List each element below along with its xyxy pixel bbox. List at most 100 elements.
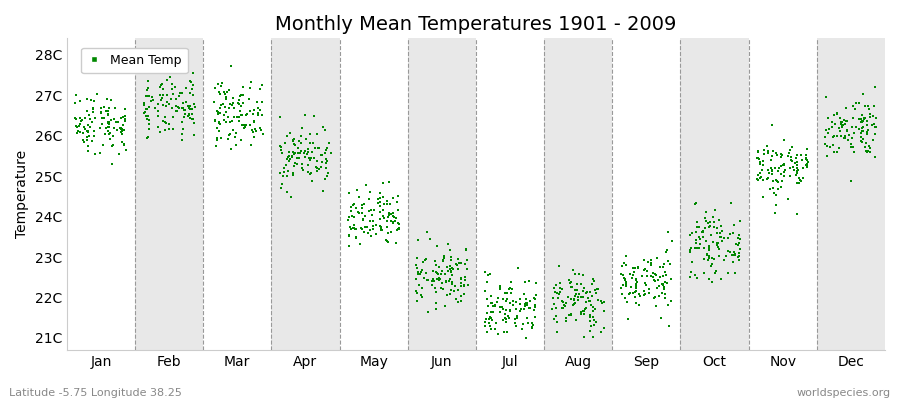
- Mean Temp: [226, 100, 240, 106]
- Mean Temp: [628, 264, 643, 271]
- Mean Temp: [484, 309, 499, 316]
- Mean Temp: [629, 300, 643, 307]
- Mean Temp: [820, 152, 834, 159]
- Mean Temp: [243, 85, 257, 91]
- Mean Temp: [660, 246, 674, 253]
- Mean Temp: [821, 115, 835, 122]
- Mean Temp: [490, 298, 504, 305]
- Mean Temp: [160, 77, 175, 84]
- Mean Temp: [219, 94, 233, 100]
- Mean Temp: [483, 293, 498, 299]
- Mean Temp: [654, 281, 669, 287]
- Mean Temp: [778, 166, 792, 173]
- Mean Temp: [415, 285, 429, 291]
- Mean Temp: [752, 156, 767, 162]
- Mean Temp: [444, 290, 458, 297]
- Mean Temp: [838, 135, 852, 142]
- Mean Temp: [310, 131, 325, 138]
- Mean Temp: [156, 92, 170, 98]
- Mean Temp: [844, 135, 859, 141]
- Mean Temp: [286, 140, 301, 147]
- Mean Temp: [510, 313, 525, 319]
- Mean Temp: [698, 215, 712, 221]
- Mean Temp: [217, 112, 231, 118]
- Mean Temp: [459, 246, 473, 252]
- Mean Temp: [442, 278, 456, 284]
- Mean Temp: [248, 118, 262, 124]
- Mean Temp: [178, 111, 193, 118]
- Mean Temp: [301, 162, 315, 168]
- Mean Temp: [492, 309, 507, 315]
- Mean Temp: [142, 126, 157, 132]
- Mean Temp: [142, 104, 157, 110]
- Mean Temp: [213, 102, 228, 109]
- Mean Temp: [294, 140, 309, 146]
- Mean Temp: [152, 92, 166, 98]
- Mean Temp: [651, 276, 665, 283]
- Mean Temp: [371, 200, 385, 207]
- Mean Temp: [225, 126, 239, 133]
- Mean Temp: [732, 250, 746, 256]
- Mean Temp: [490, 320, 504, 326]
- Mean Temp: [787, 167, 801, 174]
- Mean Temp: [581, 295, 596, 301]
- Mean Temp: [645, 270, 660, 276]
- Mean Temp: [185, 82, 200, 89]
- Mean Temp: [578, 306, 592, 312]
- Mean Temp: [427, 278, 441, 285]
- Mean Temp: [868, 130, 882, 137]
- Mean Temp: [840, 128, 854, 135]
- Mean Temp: [705, 279, 719, 285]
- Mean Temp: [102, 121, 116, 127]
- Mean Temp: [346, 202, 360, 208]
- Mean Temp: [232, 96, 247, 103]
- Mean Temp: [444, 286, 458, 293]
- Mean Temp: [256, 82, 270, 88]
- Mean Temp: [559, 318, 573, 324]
- Mean Temp: [486, 309, 500, 315]
- Mean Temp: [286, 138, 301, 144]
- Bar: [271, 38, 339, 350]
- Mean Temp: [212, 91, 227, 98]
- Mean Temp: [141, 92, 156, 99]
- Mean Temp: [703, 223, 717, 229]
- Mean Temp: [796, 175, 810, 182]
- Mean Temp: [628, 283, 643, 290]
- Mean Temp: [365, 226, 380, 232]
- Mean Temp: [699, 251, 714, 258]
- Mean Temp: [101, 119, 115, 126]
- Mean Temp: [496, 317, 510, 324]
- Mean Temp: [858, 115, 872, 121]
- Mean Temp: [498, 311, 512, 318]
- Mean Temp: [77, 124, 92, 130]
- Mean Temp: [567, 300, 581, 306]
- Mean Temp: [379, 237, 393, 244]
- Mean Temp: [789, 162, 804, 168]
- Mean Temp: [500, 290, 514, 296]
- Mean Temp: [68, 92, 83, 98]
- Mean Temp: [589, 287, 603, 294]
- Mean Temp: [410, 268, 425, 275]
- Mean Temp: [626, 290, 640, 296]
- Mean Temp: [383, 218, 398, 224]
- Mean Temp: [312, 144, 327, 151]
- Mean Temp: [706, 256, 721, 262]
- Mean Temp: [763, 157, 778, 163]
- Mean Temp: [363, 218, 377, 224]
- Mean Temp: [377, 201, 392, 207]
- Mean Temp: [622, 290, 636, 296]
- Mean Temp: [659, 249, 673, 256]
- Mean Temp: [373, 190, 387, 196]
- Mean Temp: [652, 282, 666, 289]
- Mean Temp: [110, 127, 124, 134]
- Mean Temp: [111, 118, 125, 125]
- Mean Temp: [73, 115, 87, 122]
- Mean Temp: [450, 256, 464, 262]
- Mean Temp: [310, 145, 325, 151]
- Mean Temp: [347, 201, 362, 208]
- Mean Temp: [800, 162, 814, 169]
- Mean Temp: [799, 155, 814, 161]
- Mean Temp: [310, 165, 324, 171]
- Mean Temp: [495, 304, 509, 310]
- Mean Temp: [656, 284, 670, 290]
